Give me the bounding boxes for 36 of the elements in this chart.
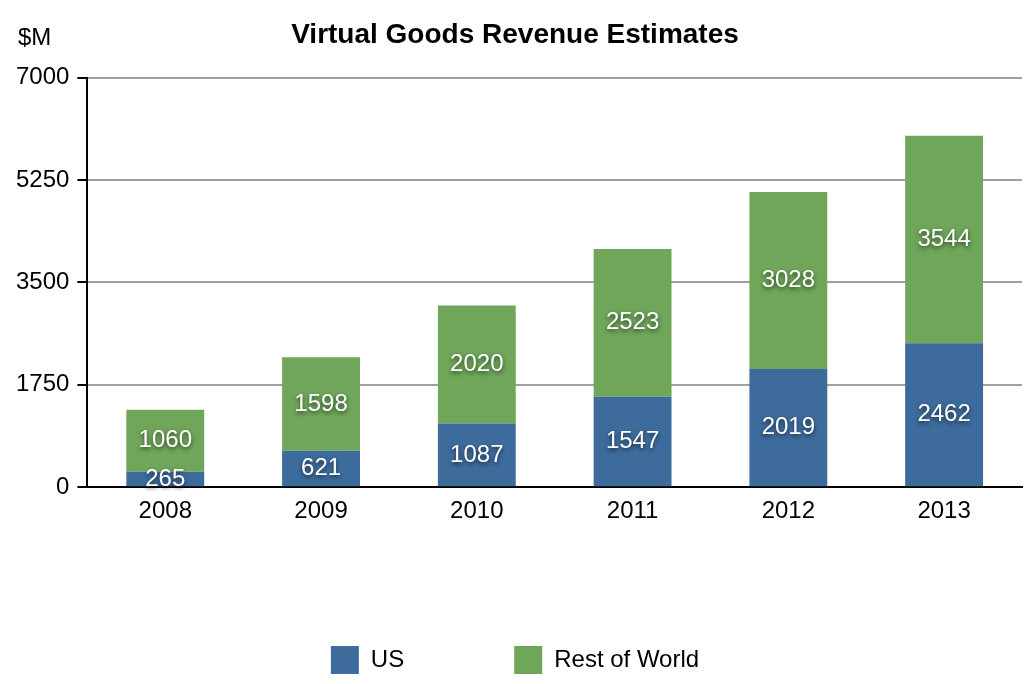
- bar: [593, 396, 672, 487]
- bar: [437, 423, 516, 487]
- x-tick-label: 2008: [138, 496, 192, 524]
- x-tick-label: 2009: [294, 496, 348, 524]
- data-label: 1060: [138, 425, 192, 453]
- bar: [593, 249, 672, 397]
- y-tick-label: 3500: [16, 267, 70, 295]
- bar: [905, 343, 984, 487]
- data-label: 1087: [450, 439, 504, 467]
- legend-label: Rest of World: [554, 644, 700, 672]
- data-label: 1547: [605, 426, 660, 454]
- x-tick-label: 2010: [450, 496, 504, 524]
- data-label: 3028: [761, 265, 816, 293]
- y-axis-title: $M: [18, 22, 52, 50]
- x-tick-label: 2013: [917, 496, 971, 524]
- data-label: 2523: [605, 307, 660, 335]
- bar: [749, 369, 828, 487]
- data-label: 1598: [294, 388, 348, 416]
- chart-title: Virtual Goods Revenue Estimates: [291, 17, 739, 49]
- bar: [905, 135, 984, 344]
- bar: [749, 191, 828, 370]
- y-tick-label: 5250: [16, 164, 70, 192]
- bar: [282, 357, 360, 451]
- data-label: 621: [301, 453, 342, 481]
- y-tick-label: 0: [56, 471, 70, 499]
- data-label: 3544: [917, 224, 971, 252]
- y-tick-label: 1750: [16, 369, 70, 397]
- data-label: 2020: [450, 349, 504, 377]
- y-tick-label: 7000: [16, 62, 70, 90]
- x-tick-label: 2011: [606, 496, 659, 524]
- x-tick-label: 2012: [761, 496, 816, 524]
- data-label: 2019: [761, 412, 816, 440]
- legend-label: US: [370, 644, 405, 672]
- bar: [437, 305, 516, 424]
- data-label: 2462: [917, 399, 971, 427]
- data-label: 265: [145, 463, 186, 491]
